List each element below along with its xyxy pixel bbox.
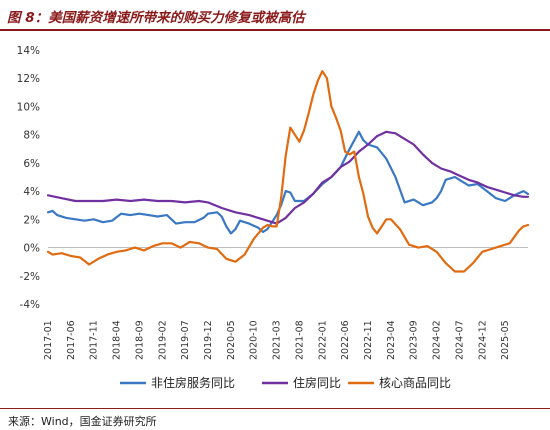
y-tick-label: 4%: [23, 186, 40, 198]
x-tick-label: 2017-06: [66, 320, 77, 360]
y-tick-label: 6%: [23, 158, 40, 170]
legend-label: 非住房服务同比: [151, 375, 235, 390]
series-lines: [46, 70, 530, 273]
legend: 非住房服务同比 住房同比 核心商品同比: [120, 375, 451, 390]
x-tick-label: 2021-03: [272, 320, 283, 360]
y-tick-label: -4%: [20, 299, 40, 311]
y-tick-label: 10%: [17, 101, 40, 113]
series-line: [46, 130, 530, 225]
legend-label: 核心商品同比: [379, 375, 451, 390]
x-tick-label: 2020-05: [226, 320, 237, 360]
x-tick-label: 2025-05: [500, 320, 511, 360]
x-tick-label: 2017-01: [43, 320, 54, 360]
x-axis-labels: 2017-01 2017-06 2017-11 2018-04 2018-09 2019-…: [43, 320, 511, 360]
x-tick-label: 2022-11: [363, 320, 374, 360]
x-tick-label: 2019-02: [157, 320, 168, 360]
x-tick-label: 2019-12: [203, 320, 214, 360]
line-chart: -4% -2% 0% 2% 4% 6% 8% 10% 12% 14% 2017-01 2017-06…: [17, 45, 530, 390]
y-tick-label: -2%: [20, 271, 40, 283]
x-tick-label: 2023-09: [409, 320, 420, 360]
series-line: [46, 70, 530, 273]
x-tick-label: 2018-04: [112, 320, 123, 360]
legend-label: 住房同比: [293, 375, 341, 390]
x-tick-label: 2024-12: [477, 320, 488, 360]
x-tick-label: 2024-02: [432, 320, 443, 360]
x-tick-label: 2019-07: [180, 320, 191, 360]
y-tick-label: 0%: [23, 243, 40, 255]
y-axis-labels: -4% -2% 0% 2% 4% 6% 8% 10% 12% 14%: [17, 45, 40, 311]
title-bar: 图 8：美国薪资增速所带来的购买力修复或被高估: [0, 0, 550, 31]
source-divider: [0, 408, 550, 409]
x-tick-label: 2022-06: [340, 320, 351, 360]
y-tick-label: 2%: [23, 214, 40, 226]
y-tick-label: 8%: [23, 130, 40, 142]
x-tick-label: 2018-09: [134, 320, 145, 360]
x-tick-label: 2017-11: [89, 320, 100, 360]
source-note: 来源：Wind，国金证券研究所: [8, 415, 157, 428]
x-tick-label: 2023-04: [386, 320, 397, 360]
series-line: [46, 130, 530, 235]
y-tick-label: 12%: [17, 73, 40, 85]
x-tick-label: 2021-08: [294, 320, 305, 360]
x-tick-label: 2022-01: [317, 320, 328, 360]
x-tick-label: 2020-10: [249, 320, 260, 360]
y-tick-label: 14%: [17, 45, 40, 57]
x-tick-label: 2024-07: [454, 320, 465, 360]
chart-title: 图 8：美国薪资增速所带来的购买力修复或被高估: [7, 10, 305, 26]
